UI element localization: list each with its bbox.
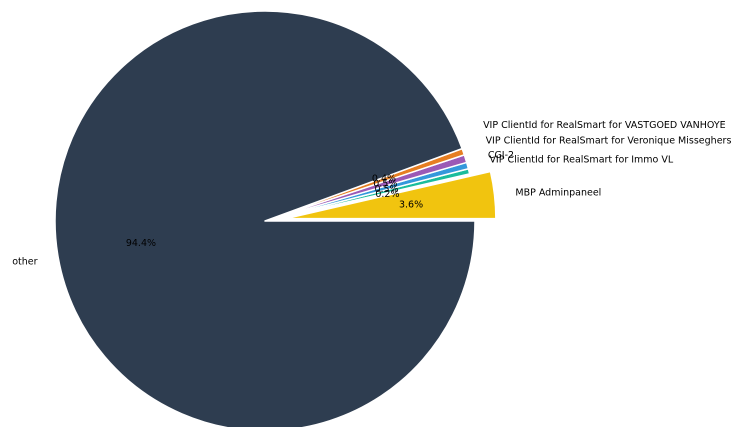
pie-slice-other	[54, 10, 476, 427]
percent-label-other: 94.4%	[126, 238, 156, 249]
category-label-mbp-adminpaneel: MBP Adminpaneel	[515, 188, 601, 199]
pie-slice-mbp-adminpaneel	[285, 170, 497, 220]
category-label-vip-clientid-for-realsmart-for-vastgoed-vanhoye: VIP ClientId for RealSmart for VASTGOED …	[483, 120, 726, 131]
percent-label-vip-clientid-for-realsmart-for-immo-vl: 0.2%	[375, 189, 399, 200]
category-label-vip-clientid-for-realsmart-for-immo-vl: VIP ClientId for RealSmart for Immo VL	[489, 154, 673, 165]
percent-label-vip-clientid-for-realsmart-for-veronique-misseghers: 0.5%	[373, 179, 397, 190]
percent-label-mbp-adminpaneel: 3.6%	[399, 199, 423, 210]
category-label-other: other	[12, 256, 37, 267]
pie-slices	[54, 10, 497, 427]
category-label-vip-clientid-for-realsmart-for-veronique-misseghers: VIP ClientId for RealSmart for Veronique…	[486, 135, 732, 146]
category-labels: MBP Adminpaneel VIP ClientId for RealSmar…	[12, 120, 731, 268]
percent-labels: 3.6%0.2%0.5%0.5%0.4% 94.4%	[126, 173, 423, 249]
percent-label-cgi-2: 0.5%	[374, 184, 398, 195]
category-label-cgi-2: CGI-2	[488, 150, 514, 161]
percent-label-vip-clientid-for-realsmart-for-vastgoed-vanhoye: 0.4%	[372, 173, 396, 184]
